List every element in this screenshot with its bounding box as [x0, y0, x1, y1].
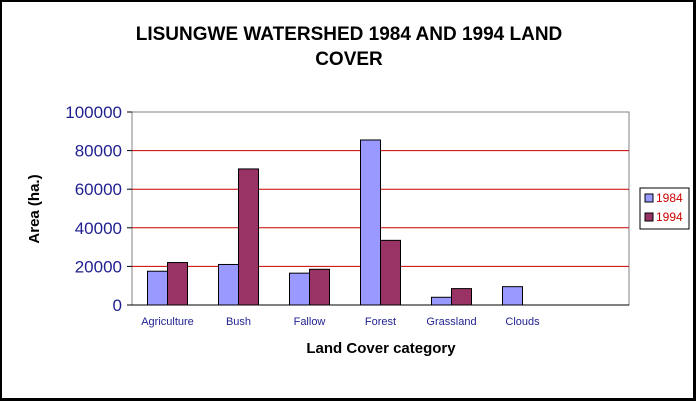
legend-label-1984: 1984: [656, 191, 683, 205]
y-tick-label: 80000: [75, 142, 122, 161]
x-axis-ticks: Agriculture Bush Fallow Forest Grassland Clou…: [141, 316, 540, 328]
bar-1994-forest: [380, 239, 401, 306]
bar-1984-agriculture: [147, 270, 168, 306]
x-tick-label: Grassland: [426, 316, 476, 328]
chart-title-line-1: LISUNGWE WATERSHED 1984 AND 1994 LAND: [136, 24, 563, 45]
bar-1994-agriculture: [167, 262, 188, 306]
x-tick-label: Fallow: [294, 316, 326, 328]
bar-1994-grassland: [451, 288, 472, 306]
legend-swatch-1994: [644, 212, 654, 222]
x-axis-title: Land Cover category: [306, 340, 456, 357]
bar-1984-forest: [360, 139, 381, 306]
bars: [147, 139, 523, 306]
y-tick-label: 0: [113, 296, 122, 315]
y-tick-label: 100000: [65, 103, 122, 122]
chart-title-line-2: COVER: [315, 49, 383, 70]
y-axis-title: Area (ha.): [26, 174, 43, 243]
x-tick-label: Clouds: [505, 316, 540, 328]
bar-1994-bush: [238, 168, 259, 306]
bar-1994-fallow: [309, 268, 330, 306]
legend-label-1994: 1994: [656, 210, 683, 224]
y-tick-label: 40000: [75, 219, 122, 238]
y-axis-ticks: 0 20000 40000 60000 80000 100000: [65, 103, 132, 315]
legend-swatch-1984: [644, 193, 654, 203]
x-tick-label: Agriculture: [141, 316, 194, 328]
legend: 1984 1994: [639, 187, 690, 230]
x-tick-label: Bush: [226, 316, 251, 328]
y-tick-label: 60000: [75, 180, 122, 199]
bar-1984-clouds: [502, 286, 523, 306]
y-tick-label: 20000: [75, 257, 122, 276]
bar-1984-bush: [218, 263, 239, 306]
x-tick-label: Forest: [365, 316, 396, 328]
bar-1984-grassland: [431, 296, 452, 306]
bar-1984-fallow: [289, 272, 310, 306]
